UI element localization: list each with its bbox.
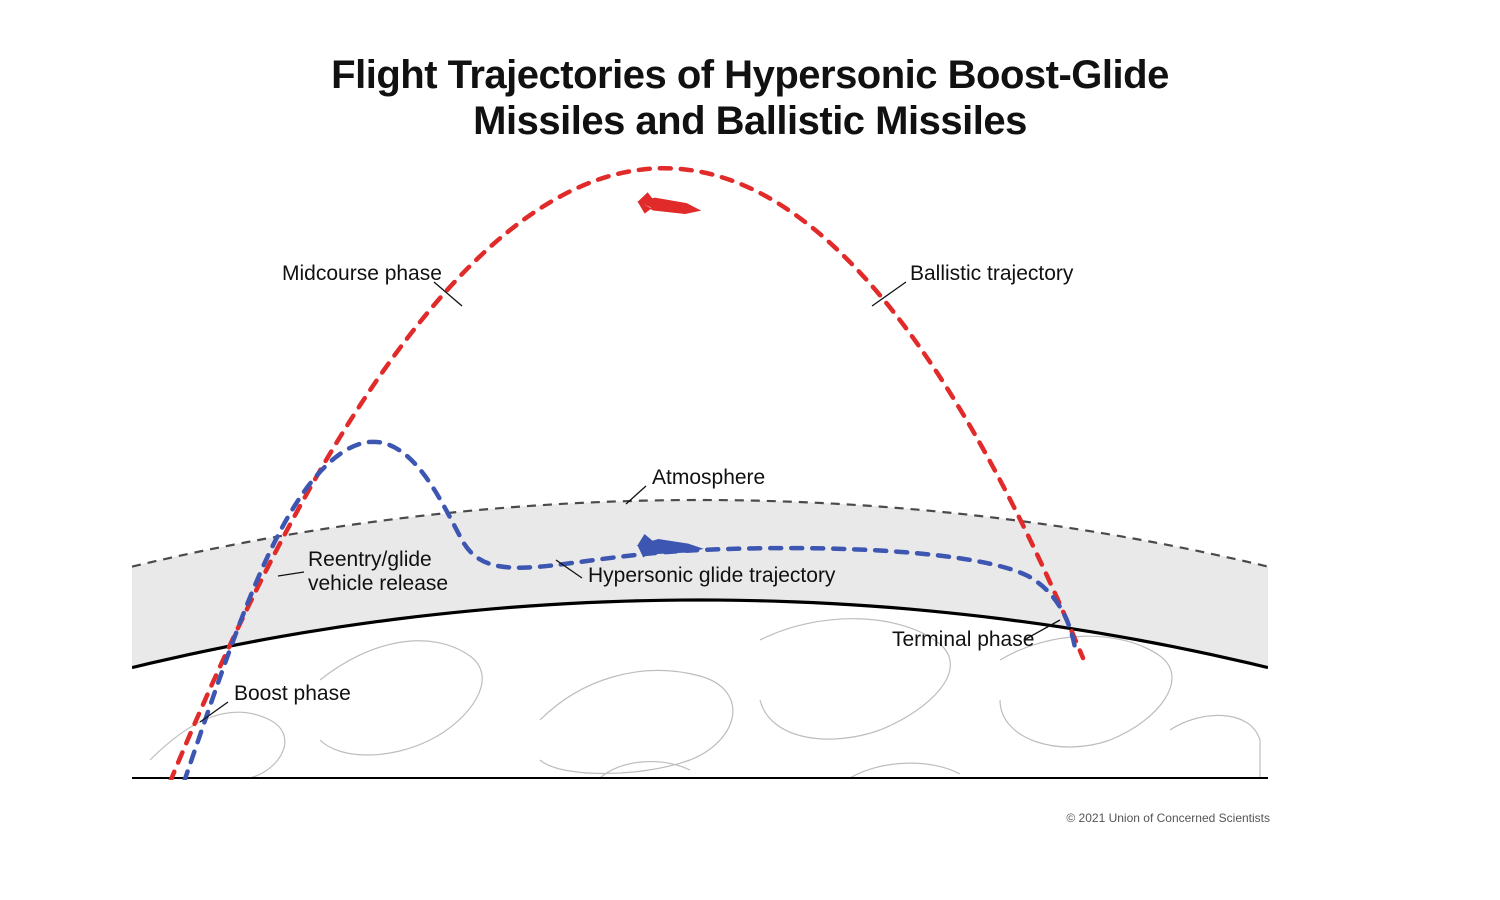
ballistic-missile-icon	[637, 192, 701, 220]
label-ballistic: Ballistic trajectory	[910, 262, 1073, 286]
label-atmosphere: Atmosphere	[652, 466, 765, 490]
label-reentry: Reentry/glide vehicle release	[308, 548, 448, 596]
label-boost: Boost phase	[234, 682, 351, 706]
label-hypersonic: Hypersonic glide trajectory	[588, 564, 835, 588]
copyright-text: © 2021 Union of Concerned Scientists	[1066, 811, 1270, 825]
label-midcourse: Midcourse phase	[282, 262, 442, 286]
trajectory-diagram	[0, 0, 1500, 900]
label-terminal: Terminal phase	[892, 628, 1034, 652]
diagram-stage: Flight Trajectories of Hypersonic Boost-…	[0, 0, 1500, 900]
